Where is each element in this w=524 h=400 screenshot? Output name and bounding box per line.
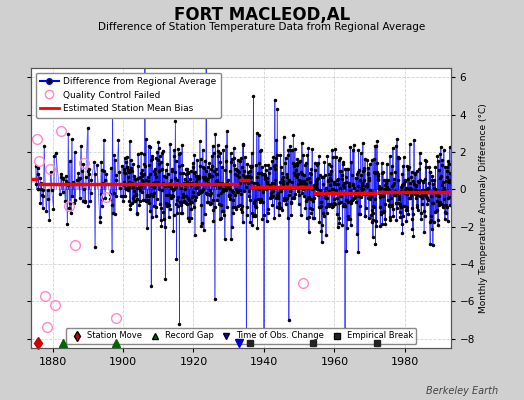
- Legend: Station Move, Record Gap, Time of Obs. Change, Empirical Break: Station Move, Record Gap, Time of Obs. C…: [66, 328, 416, 344]
- Text: Difference of Station Temperature Data from Regional Average: Difference of Station Temperature Data f…: [99, 22, 425, 32]
- Text: Berkeley Earth: Berkeley Earth: [425, 386, 498, 396]
- Y-axis label: Monthly Temperature Anomaly Difference (°C): Monthly Temperature Anomaly Difference (…: [479, 103, 488, 313]
- Text: FORT MACLEOD,AL: FORT MACLEOD,AL: [174, 6, 350, 24]
